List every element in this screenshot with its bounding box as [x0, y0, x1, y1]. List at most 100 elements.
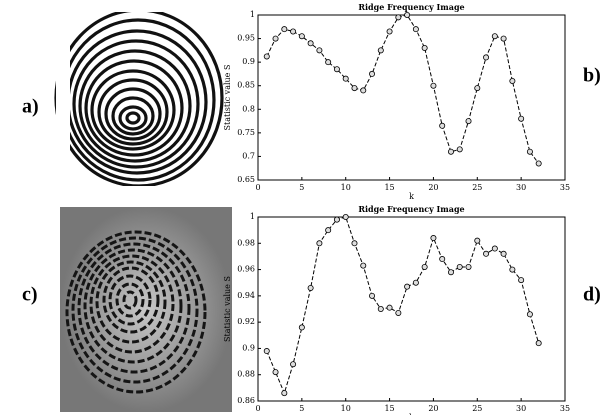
data-point	[518, 277, 525, 284]
plot-area	[257, 14, 566, 181]
data-point	[377, 305, 384, 312]
data-point	[526, 311, 533, 318]
y-tick-label: 0.85	[237, 81, 255, 90]
panel-label: d)	[583, 284, 601, 306]
data-point	[526, 148, 533, 155]
y-tick-label: 0.95	[237, 34, 255, 43]
data-point	[263, 53, 270, 60]
data-point	[474, 85, 481, 92]
x-axis-label: k	[409, 192, 414, 201]
data-point	[500, 250, 507, 257]
data-point	[333, 216, 340, 223]
data-point	[281, 390, 288, 397]
panel-label: c)	[22, 284, 38, 306]
x-tick-label: 5	[299, 404, 304, 413]
data-point	[483, 250, 490, 257]
data-point	[447, 148, 454, 155]
y-tick-label: 0.8	[242, 104, 255, 113]
data-point	[377, 47, 384, 54]
data-point	[474, 237, 481, 244]
data-point	[483, 54, 490, 61]
data-point	[351, 240, 358, 247]
x-tick-label: 10	[341, 404, 351, 413]
data-point	[316, 47, 323, 54]
y-axis-label: Statistic value S	[223, 65, 232, 131]
x-tick-label: 25	[472, 183, 482, 192]
x-tick-label: 15	[384, 183, 394, 192]
y-tick-label: 0.92	[237, 317, 255, 326]
y-tick-label: 0.96	[237, 265, 255, 274]
data-point	[298, 33, 305, 40]
data-point	[386, 28, 393, 35]
data-point	[386, 304, 393, 311]
x-tick-label: 35	[560, 404, 570, 413]
data-point	[500, 35, 507, 42]
y-tick-label: 1	[250, 10, 255, 19]
data-point	[491, 33, 498, 40]
data-point	[465, 263, 472, 270]
data-point	[465, 118, 472, 125]
data-point	[325, 227, 332, 234]
data-point	[430, 82, 437, 89]
x-tick-label: 35	[560, 183, 570, 192]
data-point	[307, 284, 314, 291]
data-point	[447, 269, 454, 276]
x-tick-label: 20	[428, 183, 438, 192]
data-point	[456, 263, 463, 270]
data-point	[509, 78, 516, 85]
y-tick-label: 0.9	[242, 343, 255, 352]
x-tick-label: 0	[255, 183, 260, 192]
data-point	[342, 75, 349, 82]
panel-label: a)	[22, 96, 39, 118]
data-point	[439, 122, 446, 129]
data-point	[290, 28, 297, 35]
y-tick-label: 0.75	[237, 128, 255, 137]
data-point	[307, 40, 314, 47]
data-point	[316, 240, 323, 247]
x-tick-label: 5	[299, 183, 304, 192]
data-point	[360, 262, 367, 269]
data-point	[272, 35, 279, 42]
data-point	[369, 292, 376, 299]
data-point	[430, 235, 437, 242]
data-point	[263, 348, 270, 355]
data-point	[518, 115, 525, 122]
plot-area	[257, 216, 566, 402]
data-point	[491, 245, 498, 252]
x-tick-label: 25	[472, 404, 482, 413]
y-axis-label: Statistic value S	[223, 276, 232, 342]
data-point	[456, 146, 463, 153]
data-point	[325, 59, 332, 66]
fingerprint-c	[60, 207, 232, 412]
x-axis-label: k	[409, 413, 414, 415]
fingerprint-a	[54, 0, 240, 200]
y-tick-label: 0.7	[242, 151, 255, 160]
chart-title: Ridge Frequency Image	[358, 204, 464, 214]
panel-label: b)	[583, 65, 601, 87]
x-tick-label: 30	[516, 404, 526, 413]
x-tick-label: 10	[341, 183, 351, 192]
data-point	[535, 340, 542, 347]
y-tick-label: 0.9	[242, 57, 255, 66]
x-tick-label: 0	[255, 404, 260, 413]
data-point	[412, 26, 419, 33]
data-point	[360, 87, 367, 94]
y-tick-label: 1	[250, 212, 255, 221]
data-point	[404, 283, 411, 290]
data-point	[421, 263, 428, 270]
data-point	[351, 85, 358, 92]
data-point	[333, 66, 340, 73]
data-point	[535, 160, 542, 167]
x-tick-label: 15	[384, 404, 394, 413]
y-tick-label: 0.86	[237, 396, 255, 405]
data-point	[395, 14, 402, 21]
y-tick-label: 0.65	[237, 175, 255, 184]
y-tick-label: 0.94	[237, 291, 255, 300]
data-point	[281, 26, 288, 33]
data-point	[342, 213, 349, 220]
x-tick-label: 20	[428, 404, 438, 413]
data-point	[404, 11, 411, 18]
data-point	[272, 369, 279, 376]
data-point	[290, 361, 297, 368]
